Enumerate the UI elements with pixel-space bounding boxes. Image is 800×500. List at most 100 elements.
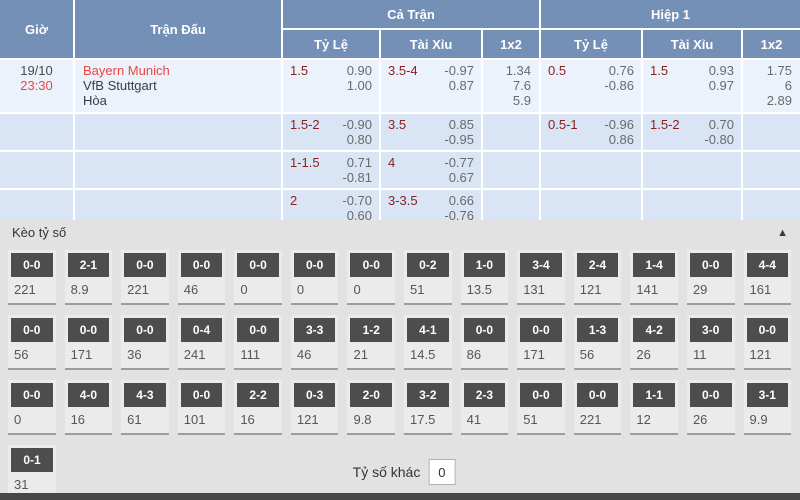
odds-price[interactable]: 0.97: [708, 78, 734, 93]
score-odds-cell[interactable]: 0-0 36: [121, 315, 169, 370]
score-odds-cell[interactable]: 2-4 121: [573, 250, 622, 305]
score-odds-cell[interactable]: 4-1 14.5: [404, 315, 452, 370]
odds-price[interactable]: 0.67: [448, 170, 474, 185]
h1-over-under-cell[interactable]: 1.5-2 0.70 -0.80: [643, 114, 741, 150]
score-odds-cell[interactable]: 0-0 221: [573, 380, 622, 435]
odds-price[interactable]: -0.81: [342, 170, 372, 185]
score-odds-cell[interactable]: 4-0 16: [64, 380, 113, 435]
over-under-line: 1.5: [650, 63, 669, 78]
score-odds-cell[interactable]: 0-2 51: [404, 250, 452, 305]
odds-price[interactable]: -0.70: [342, 193, 372, 208]
odds-price[interactable]: 1.75: [766, 63, 792, 78]
odds-price[interactable]: 6: [784, 78, 792, 93]
score-odds-cell[interactable]: 0-0 101: [177, 380, 226, 435]
other-score-input[interactable]: 0: [428, 459, 456, 485]
score-odds-cell[interactable]: 0-0 29: [686, 250, 735, 305]
score-odds-cell[interactable]: 0-0 56: [8, 315, 56, 370]
odds-price[interactable]: 0.76: [608, 63, 634, 78]
ft-handicap-cell[interactable]: 1.5-2 -0.90 0.80: [283, 114, 379, 150]
home-team-link[interactable]: Bayern Munich: [83, 63, 170, 78]
score-odds-cell[interactable]: 0-0 171: [517, 315, 565, 370]
h1-handicap-cell[interactable]: 0.5-1 -0.96 0.86: [541, 114, 641, 150]
score-odds-cell[interactable]: 0-0 51: [517, 380, 565, 435]
score-label: 0-3: [293, 383, 336, 407]
score-odds-value: 21: [353, 347, 368, 362]
odds-price[interactable]: -0.97: [444, 63, 474, 78]
score-odds-cell[interactable]: 0-0 46: [177, 250, 226, 305]
odds-price[interactable]: 0.93: [708, 63, 734, 78]
odds-price[interactable]: 2.89: [766, 93, 792, 108]
odds-price[interactable]: -0.90: [342, 117, 372, 132]
odds-price[interactable]: 0.90: [346, 63, 372, 78]
score-odds-cell[interactable]: 4-3 61: [121, 380, 169, 435]
score-odds-cell[interactable]: 0-0 171: [64, 315, 113, 370]
score-odds-cell[interactable]: 0-0 0: [290, 250, 339, 305]
score-odds-cell[interactable]: 3-2 17.5: [404, 380, 452, 435]
score-odds-cell[interactable]: 0-0 121: [743, 315, 792, 370]
odds-price[interactable]: 0.86: [608, 132, 634, 147]
ft-over-under-cell[interactable]: 3.5 0.85 -0.95: [381, 114, 481, 150]
score-odds-cell[interactable]: 0-0 221: [121, 250, 169, 305]
score-odds-value: 221: [127, 282, 149, 297]
score-odds-cell[interactable]: 2-2 16: [234, 380, 282, 435]
score-row: Tỷ số khác 0 0-1 31: [8, 445, 800, 500]
odds-price[interactable]: 0.60: [346, 208, 372, 223]
odds-price[interactable]: -0.86: [604, 78, 634, 93]
odds-price[interactable]: 0.87: [448, 78, 474, 93]
h1-1x2-cell[interactable]: 1.75 6 2.89: [743, 60, 800, 112]
h1-over-under-cell[interactable]: 1.5 0.93 0.97: [643, 60, 741, 112]
odds-price[interactable]: -0.95: [444, 132, 474, 147]
odds-price[interactable]: -0.77: [444, 155, 474, 170]
score-odds-cell[interactable]: 0-0 0: [8, 380, 56, 435]
odds-price[interactable]: 0.85: [448, 117, 474, 132]
score-odds-cell[interactable]: 0-0 86: [460, 315, 509, 370]
odds-price[interactable]: 7.6: [512, 78, 531, 93]
score-odds-cell[interactable]: 0-3 121: [290, 380, 339, 435]
score-odds-cell[interactable]: 2-3 41: [460, 380, 509, 435]
ft-over-under-cell[interactable]: 4 -0.77 0.67: [381, 152, 481, 188]
odds-price[interactable]: -0.96: [604, 117, 634, 132]
score-odds-cell[interactable]: 0-0 111: [234, 315, 282, 370]
collapse-arrow-icon[interactable]: ▲: [777, 226, 788, 239]
match-date: 19/10: [20, 63, 53, 78]
ft-handicap-cell[interactable]: 1.5 0.90 1.00: [283, 60, 379, 112]
score-odds-cell[interactable]: 3-1 9.9: [743, 380, 792, 435]
score-label: 0-0: [576, 383, 619, 407]
score-odds-cell[interactable]: 0-0 221: [8, 250, 56, 305]
odds-price[interactable]: 5.9: [512, 93, 531, 108]
score-odds-cell[interactable]: 1-3 56: [573, 315, 622, 370]
score-odds-cell[interactable]: 4-4 161: [743, 250, 792, 305]
h1-handicap-cell[interactable]: 0.5 0.76 -0.86: [541, 60, 641, 112]
odds-price[interactable]: 0.80: [346, 132, 372, 147]
score-odds-cell[interactable]: 4-2 26: [630, 315, 678, 370]
score-odds-cell[interactable]: 2-0 9.8: [347, 380, 396, 435]
score-odds-cell[interactable]: 1-4 141: [630, 250, 678, 305]
score-odds-cell[interactable]: 2-1 8.9: [64, 250, 113, 305]
odds-price[interactable]: 0.66: [448, 193, 474, 208]
score-odds-cell[interactable]: 0-0 26: [686, 380, 735, 435]
score-odds-cell[interactable]: 0-1 31: [8, 445, 56, 500]
ft-handicap-cell[interactable]: 1-1.5 0.71 -0.81: [283, 152, 379, 188]
odds-price[interactable]: 1.00: [346, 78, 372, 93]
ft-1x2-cell[interactable]: 1.34 7.6 5.9: [483, 60, 539, 112]
correct-score-header: Kèo tỷ số ▲: [0, 220, 800, 245]
score-odds-cell[interactable]: 3-4 131: [517, 250, 565, 305]
score-odds-value: 161: [749, 282, 772, 297]
score-odds-cell[interactable]: 1-2 21: [347, 315, 396, 370]
score-odds-cell[interactable]: 0-4 241: [177, 315, 226, 370]
score-odds-cell[interactable]: 3-0 11: [686, 315, 735, 370]
odds-price[interactable]: -0.76: [444, 208, 474, 223]
score-odds-cell[interactable]: 3-3 46: [290, 315, 339, 370]
odds-price[interactable]: 1.34: [505, 63, 531, 78]
score-odds-value: 26: [692, 412, 708, 427]
header-ft-over-under: Tài Xỉu: [381, 30, 481, 58]
score-odds-cell[interactable]: 0-0 0: [347, 250, 396, 305]
odds-price[interactable]: 0.70: [708, 117, 734, 132]
ft-over-under-cell[interactable]: 3.5-4 -0.97 0.87: [381, 60, 481, 112]
score-odds-cell[interactable]: 1-0 13.5: [460, 250, 509, 305]
header-time: Giờ: [0, 0, 73, 58]
odds-price[interactable]: 0.71: [346, 155, 372, 170]
score-odds-cell[interactable]: 0-0 0: [234, 250, 282, 305]
score-odds-cell[interactable]: 1-1 12: [630, 380, 678, 435]
odds-price[interactable]: -0.80: [704, 132, 734, 147]
